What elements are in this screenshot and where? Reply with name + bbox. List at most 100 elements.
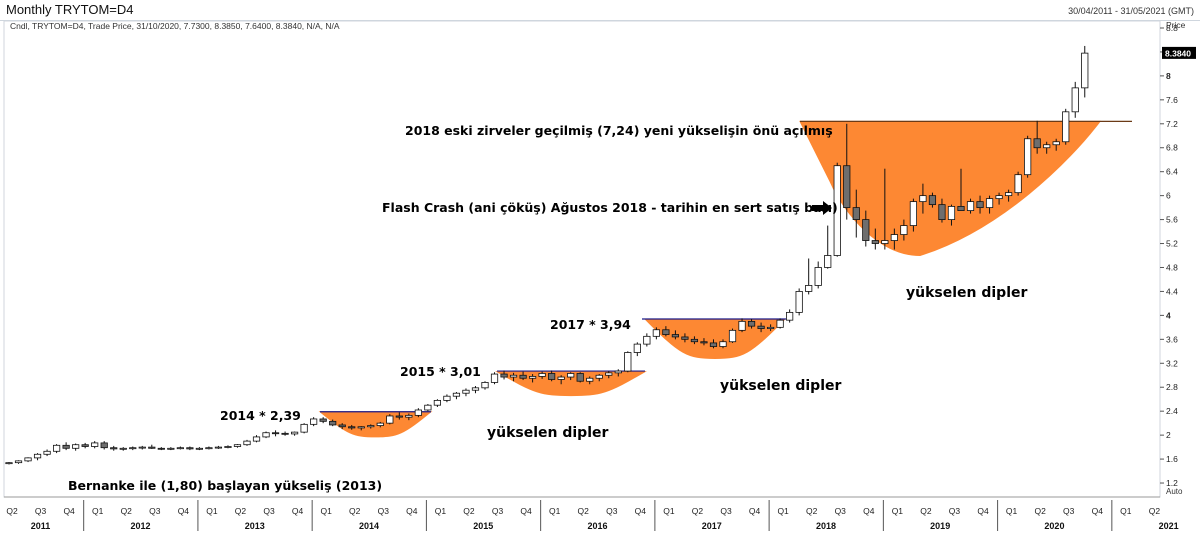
candle-body	[643, 335, 651, 345]
candle-body	[224, 446, 232, 448]
candle-body	[700, 341, 708, 344]
y-tick-label: 4	[1166, 310, 1171, 320]
candle-body	[348, 426, 356, 429]
candle	[833, 162, 841, 257]
y-tick-label: 3.6	[1166, 334, 1178, 344]
candle-body	[976, 201, 984, 209]
candle-body	[957, 206, 965, 212]
y-tick-label: 5.6	[1166, 215, 1178, 225]
candle	[852, 189, 860, 238]
candle	[395, 412, 403, 420]
candle-body	[338, 424, 346, 428]
candle-body	[119, 447, 127, 450]
candle	[195, 447, 203, 451]
candle	[1043, 141, 1051, 154]
candle	[519, 371, 527, 381]
candle-body	[243, 440, 251, 446]
candle-body	[452, 392, 461, 397]
annotation-2018-breakout: 2018 eski zirveler geçilmiş (7,24) yeni …	[405, 123, 833, 138]
candle-body	[33, 453, 42, 459]
candle-body	[900, 225, 908, 235]
candle	[91, 441, 99, 449]
candle-body	[490, 373, 499, 383]
x-year-label: 2014	[359, 521, 379, 531]
x-tick-label: Q1	[777, 506, 789, 516]
candle	[767, 324, 775, 331]
candle	[786, 309, 794, 323]
candle-body	[871, 240, 879, 244]
candle	[909, 198, 918, 232]
candle-body	[824, 255, 832, 268]
x-tick-label: Q4	[63, 506, 75, 516]
annotation-2017-peak: 2017 * 3,94	[550, 317, 631, 332]
candle	[871, 228, 879, 250]
candle-body	[557, 376, 565, 380]
rounding-bottom-2017	[643, 318, 787, 359]
candle	[81, 442, 89, 449]
annotation-rising-lows-3: yükselen dipler	[906, 285, 1028, 301]
candle	[1071, 81, 1079, 118]
candle-body	[290, 431, 299, 435]
candle-body	[386, 415, 394, 424]
candle	[110, 445, 118, 451]
candle	[757, 322, 765, 333]
candle-body	[395, 415, 403, 418]
candle	[129, 446, 137, 451]
candle-body	[662, 329, 670, 335]
candle	[995, 192, 1003, 205]
x-tick-label: Q1	[549, 506, 561, 516]
x-tick-label: Q2	[692, 506, 704, 516]
candle	[862, 210, 870, 247]
x-tick-label: Q3	[606, 506, 618, 516]
candle	[376, 421, 384, 428]
candle	[624, 351, 632, 373]
candle	[966, 198, 975, 214]
candle	[690, 336, 699, 345]
candle-body	[252, 436, 261, 442]
candle-body	[1033, 138, 1041, 149]
candle	[1024, 135, 1032, 178]
candle-body	[233, 444, 242, 447]
candle-body	[329, 420, 337, 426]
candle	[33, 453, 42, 461]
candle-body	[376, 422, 384, 426]
candle-body	[62, 444, 70, 449]
x-tick-label: Q2	[920, 506, 932, 516]
candle-body	[271, 432, 280, 435]
candle-body	[947, 206, 956, 220]
candle	[595, 374, 603, 382]
x-tick-label: Q4	[292, 506, 304, 516]
candle	[805, 258, 813, 295]
candle-body	[471, 387, 480, 391]
candle	[405, 413, 413, 421]
candle	[300, 423, 308, 434]
candle-body	[938, 204, 946, 220]
candle	[43, 449, 51, 457]
candle	[233, 444, 242, 448]
candle	[5, 462, 13, 465]
x-tick-label: Q2	[1149, 506, 1161, 516]
candle-body	[567, 373, 575, 378]
candle-body	[652, 329, 660, 337]
x-year-label: 2012	[131, 521, 151, 531]
candle-body	[709, 342, 718, 347]
annotation-2014-peak: 2014 * 2,39	[220, 408, 301, 423]
candle-body	[14, 460, 23, 464]
candle	[614, 369, 622, 377]
annotation-flash-crash: Flash Crash (ani çöküş) Ağustos 2018 - t…	[382, 200, 838, 215]
y-tick-label: 5.2	[1166, 239, 1178, 249]
candle	[100, 441, 108, 450]
candle	[709, 339, 718, 349]
candle-body	[633, 343, 641, 353]
candle	[329, 419, 337, 427]
candle-body	[814, 267, 822, 286]
candle	[72, 443, 80, 451]
candle	[843, 123, 851, 220]
candle-body	[91, 442, 99, 447]
x-year-label: 2020	[1044, 521, 1064, 531]
candle	[1052, 138, 1060, 151]
y-tick-label: 3.2	[1166, 358, 1178, 368]
candle	[633, 342, 641, 357]
x-tick-label: Q3	[1063, 506, 1075, 516]
candle-body	[776, 319, 784, 328]
